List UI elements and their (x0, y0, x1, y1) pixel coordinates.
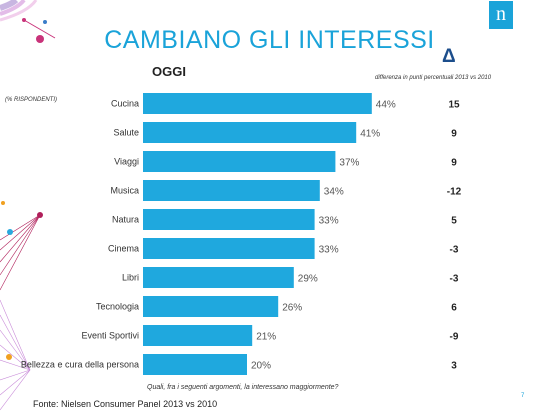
source-note: Fonte: Nielsen Consumer Panel 2013 vs 20… (33, 399, 218, 409)
delta-caption: differenza in punti percentuali 2013 vs … (375, 75, 492, 81)
delta-value-9: 3 (451, 361, 457, 372)
bar-4 (143, 209, 315, 230)
value-label-0: 44% (376, 100, 396, 111)
bar-6 (143, 267, 294, 288)
nielsen-logo: n (489, 1, 513, 29)
delta-value-0: 15 (448, 100, 460, 111)
page-number: 7 (521, 393, 525, 399)
category-label-7: Tecnologia (96, 302, 139, 312)
bar-9 (143, 354, 247, 375)
bar-7 (143, 296, 279, 317)
bar-5 (143, 238, 315, 259)
category-label-5: Cinema (108, 244, 139, 254)
delta-value-1: 9 (451, 129, 457, 140)
value-label-6: 29% (298, 274, 318, 285)
slide-title: CAMBIANO GLI INTERESSI (104, 26, 435, 54)
delta-value-7: 6 (451, 303, 457, 314)
value-label-4: 33% (319, 216, 339, 227)
value-label-5: 33% (319, 245, 339, 256)
bar-3 (143, 180, 320, 201)
value-label-9: 20% (251, 361, 271, 372)
delta-value-5: -3 (450, 245, 459, 256)
delta-value-8: -9 (450, 332, 459, 343)
delta-value-2: 9 (451, 158, 457, 169)
category-label-9: Bellezza e cura della persona (21, 360, 139, 370)
value-label-3: 34% (324, 187, 344, 198)
bar-2 (143, 151, 336, 172)
survey-question: Quali, fra i seguenti argomenti, la inte… (147, 384, 339, 391)
category-label-0: Cucina (111, 99, 139, 109)
category-label-2: Viaggi (114, 157, 139, 167)
value-label-1: 41% (360, 129, 380, 140)
delta-value-3: -12 (447, 187, 462, 198)
category-label-1: Salute (113, 128, 139, 138)
respondents-note: (% RISPONDENTI) (5, 97, 58, 103)
value-label-2: 37% (339, 158, 359, 169)
category-label-6: Libri (122, 273, 139, 283)
chart-subtitle: OGGI (152, 64, 186, 79)
bar-1 (143, 122, 357, 143)
value-label-7: 26% (282, 303, 302, 314)
bar-8 (143, 325, 253, 346)
category-label-8: Eventi Sportivi (81, 331, 139, 341)
category-label-3: Musica (110, 186, 139, 196)
delta-symbol: Δ (442, 46, 456, 67)
value-label-8: 21% (256, 332, 276, 343)
delta-value-6: -3 (450, 274, 459, 285)
category-label-4: Natura (112, 215, 139, 225)
delta-value-4: 5 (451, 216, 457, 227)
bar-0 (143, 93, 372, 114)
